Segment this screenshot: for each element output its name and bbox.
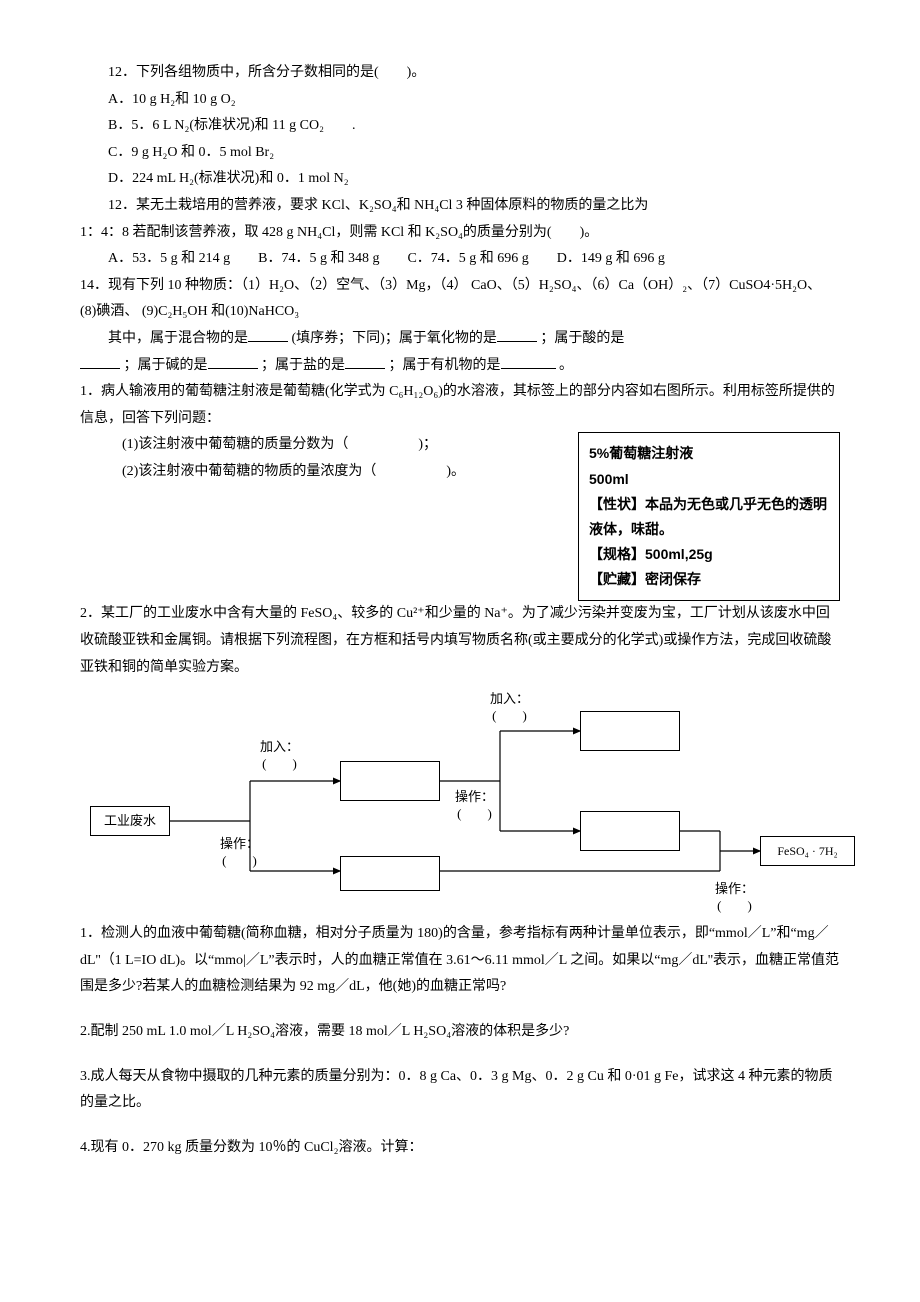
flow-box-4[interactable] <box>580 711 680 751</box>
flow-op1-p[interactable]: ( ) <box>222 853 257 868</box>
flow-add2-t: 加入： <box>490 691 529 706</box>
flow-box-waste: 工业废水 <box>90 806 170 836</box>
q14-3c: ；属于有机物的是 <box>389 358 501 373</box>
q14-3a: ；属于碱的是 <box>124 358 208 373</box>
q14-line2: 其中，属于混合物的是 (填序券；下同)；属于氧化物的是 ；属于酸的是 <box>80 326 840 353</box>
flow-box-2[interactable] <box>340 761 440 801</box>
flow-op2-t: 操作： <box>455 789 494 804</box>
blank-oxide[interactable] <box>497 327 537 342</box>
flow-box-5[interactable] <box>580 811 680 851</box>
flow-op2: 操作： ( ) <box>455 789 494 823</box>
blank-salt[interactable] <box>345 354 385 369</box>
q1-l1: (1)该注射液中葡萄糖的质量分数为（ )； <box>80 432 568 459</box>
flow-add2: 加入： ( ) <box>490 691 529 725</box>
qc4: 4.现有 0．270 kg 质量分数为 10％的 CuCl₂溶液。计算： <box>80 1135 840 1162</box>
q12b-stem1: 12．某无土栽培用的营养液，要求 KCl、K₂SO₄和 NH₄Cl 3 种固体原… <box>80 193 840 220</box>
glucose-label-box: 5%葡萄糖注射液 500ml 【性状】本品为无色或几乎无色的透明液体，味甜。 【… <box>578 432 840 601</box>
flow-op3-t: 操作： <box>715 881 754 896</box>
q14-2b: (填序券；下同)；属于氧化物的是 <box>292 331 497 346</box>
blank-acid[interactable] <box>80 354 120 369</box>
q1-stem: 1．病人输液用的葡萄糖注射液是葡萄糖(化学式为 C₆H₁₂O₆)的水溶液，其标签… <box>80 379 840 432</box>
q14-stem1: 14．现有下列 10 种物质：（1）H₂O、（2）空气、（3）Mg，（4） Ca… <box>80 273 840 326</box>
flowchart: 工业废水 FeSO₄ · 7H₂ 加入： ( ) 操作： ( ) 加入： ( )… <box>80 691 840 921</box>
q12a-opt-c: C．9 g H₂O 和 0．5 mol Br₂ <box>80 140 840 167</box>
q12b-opts: A．53．5 g 和 214 g B．74．5 g 和 348 g C．74．5… <box>80 246 840 273</box>
flow-op1-t: 操作： <box>220 836 259 851</box>
q14-3d: 。 <box>559 358 573 373</box>
flow-add1-t: 加入： <box>260 739 299 754</box>
flow-add1: 加入： ( ) <box>260 739 299 773</box>
flow-op3: 操作： ( ) <box>715 881 754 915</box>
q2-stem: 2．某工厂的工业废水中含有大量的 FeSO₄、较多的 Cu²⁺和少量的 Na⁺。… <box>80 601 840 681</box>
q1-l2: (2)该注射液中葡萄糖的物质的量浓度为（ )。 <box>80 459 568 486</box>
q14-3b: ；属于盐的是 <box>261 358 345 373</box>
q12a-opt-a: A．10 g H₂和 10 g O₂ <box>80 87 840 114</box>
q14-line3: ；属于碱的是 ；属于盐的是 ；属于有机物的是 。 <box>80 353 840 380</box>
label-l5: 【贮藏】密闭保存 <box>589 567 829 592</box>
qc3: 3.成人每天从食物中摄取的几种元素的质量分别为：0．8 g Ca、0．3 g M… <box>80 1064 840 1117</box>
q12a-stem: 12．下列各组物质中，所含分子数相同的是( )。 <box>80 60 840 87</box>
q12a-opt-d: D．224 mL H₂(标准状况)和 0．1 mol N₂ <box>80 166 840 193</box>
q14-2a: 其中，属于混合物的是 <box>108 331 248 346</box>
label-l4: 【规格】500ml,25g <box>589 542 829 567</box>
qc2: 2.配制 250 mL 1.0 mol／L H₂SO₄溶液，需要 18 mol／… <box>80 1019 840 1046</box>
q1-row: (1)该注射液中葡萄糖的质量分数为（ )； (2)该注射液中葡萄糖的物质的量浓度… <box>80 432 840 601</box>
label-l1: 5%葡萄糖注射液 <box>589 441 829 466</box>
flow-add1-p[interactable]: ( ) <box>262 756 297 771</box>
label-l2: 500ml <box>589 467 829 492</box>
q14-2c: ；属于酸的是 <box>540 331 624 346</box>
flow-op3-p[interactable]: ( ) <box>717 898 752 913</box>
label-l3: 【性状】本品为无色或几乎无色的透明液体，味甜。 <box>589 492 829 542</box>
blank-mix[interactable] <box>248 327 288 342</box>
flow-box-final: FeSO₄ · 7H₂ <box>760 836 855 866</box>
q12a-opt-b: B．5．6 L N₂(标准状况)和 11 g CO₂ . <box>80 113 840 140</box>
qc1: 1．检测人的血液中葡萄糖(简称血糖，相对分子质量为 180)的含量，参考指标有两… <box>80 921 840 1001</box>
flow-op2-p[interactable]: ( ) <box>457 806 492 821</box>
blank-base[interactable] <box>208 354 258 369</box>
flow-add2-p[interactable]: ( ) <box>492 708 527 723</box>
flow-box-3[interactable] <box>340 856 440 891</box>
blank-org[interactable] <box>501 354 556 369</box>
flow-op1: 操作： ( ) <box>220 836 259 870</box>
q12b-stem2: 1：4：8 若配制该营养液，取 428 g NH₄Cl，则需 KCl 和 K₂S… <box>80 220 840 247</box>
